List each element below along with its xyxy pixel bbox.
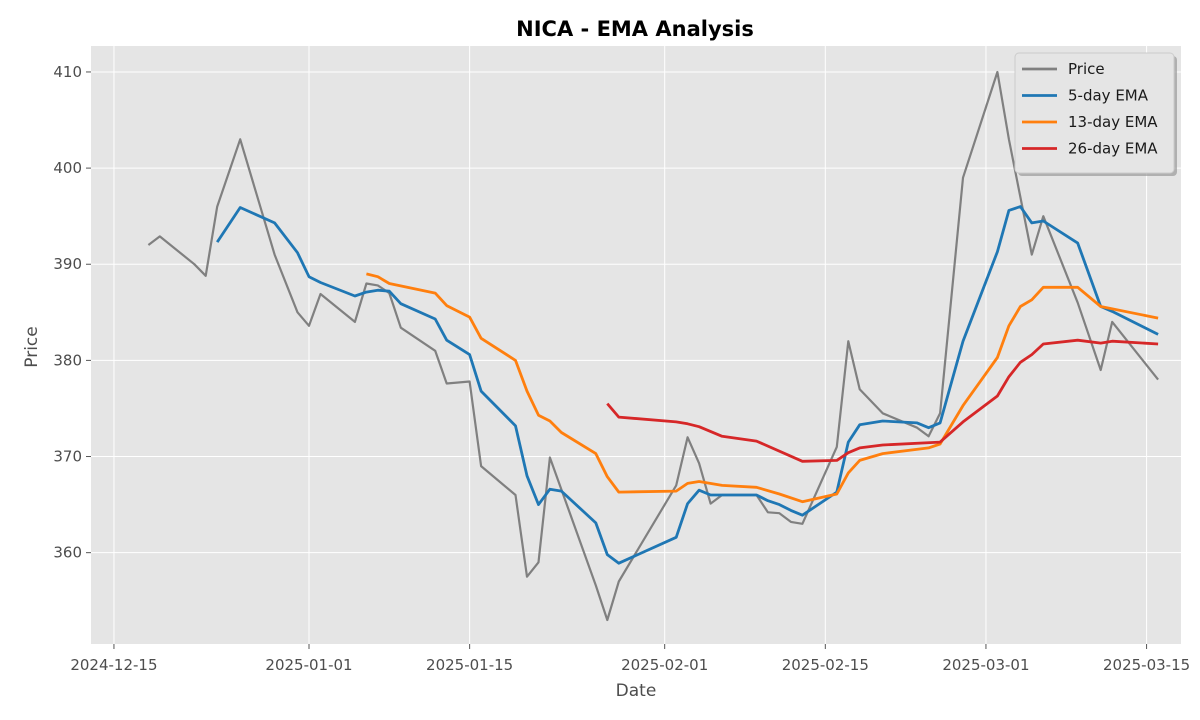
series-lines [147, 70, 1159, 622]
y-tick-label: 390 [53, 255, 82, 273]
x-tick-label: 2024-12-15 [70, 656, 157, 674]
series-line-13-day-ema [366, 272, 1159, 504]
y-tick-label: 410 [53, 63, 82, 81]
series-line-26-day-ema [606, 338, 1159, 463]
series-line-price [147, 70, 1159, 622]
legend: Price 5-day EMA 13-day EMA 26-day EMA [1014, 52, 1177, 176]
y-tick-label: 370 [53, 448, 82, 466]
y-tick-label: 380 [53, 351, 82, 369]
x-tick-label: 2025-03-01 [942, 656, 1029, 674]
legend-box [1014, 52, 1175, 174]
x-axis-title: Date [616, 681, 657, 701]
legend-label: 13-day EMA [1068, 113, 1158, 131]
axis-ticks: 2024-12-15 2025-01-01 2025-01-15 2025-02-01… [53, 63, 1190, 674]
x-tick-label: 2025-01-01 [265, 656, 352, 674]
x-tick-label: 2025-01-15 [426, 656, 513, 674]
chart-title: NICA - EMA Analysis [516, 17, 754, 41]
series-line-5-day-ema [216, 205, 1159, 565]
gridlines [91, 46, 1181, 644]
y-tick-label: 400 [53, 159, 82, 177]
plot-area [91, 46, 1181, 644]
x-tick-label: 2025-02-01 [621, 656, 708, 674]
x-tick-label: 2025-02-15 [782, 656, 869, 674]
legend-label: 26-day EMA [1068, 140, 1158, 158]
legend-label: Price [1068, 60, 1105, 78]
x-tick-label: 2025-03-15 [1103, 656, 1190, 674]
y-axis-title: Price [22, 326, 42, 367]
legend-label: 5-day EMA [1068, 87, 1149, 105]
y-tick-label: 360 [53, 544, 82, 562]
